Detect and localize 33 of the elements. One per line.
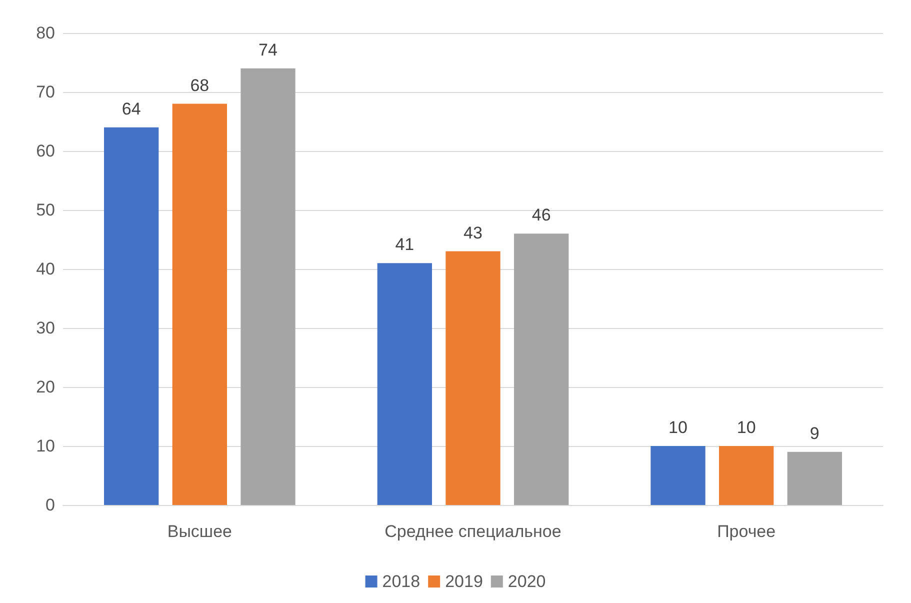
data-label: 68 bbox=[190, 76, 210, 95]
legend-label: 2019 bbox=[445, 572, 483, 591]
y-tick-label: 30 bbox=[36, 318, 55, 338]
bar bbox=[446, 251, 500, 505]
bar bbox=[719, 446, 774, 505]
y-tick-label: 60 bbox=[36, 142, 55, 160]
x-tick-label: Среднее специальное bbox=[384, 522, 562, 541]
x-tick-label: Прочее bbox=[717, 522, 776, 541]
bar bbox=[514, 234, 569, 505]
bar bbox=[787, 452, 842, 505]
data-label: 46 bbox=[532, 206, 551, 225]
data-label: 10 bbox=[668, 418, 688, 437]
x-tick-label: Высшее bbox=[167, 522, 232, 541]
bar bbox=[104, 127, 159, 505]
y-tick-label: 20 bbox=[36, 378, 55, 396]
y-tick-label: 40 bbox=[36, 260, 55, 278]
y-tick-label: 70 bbox=[36, 82, 55, 102]
y-tick-label: 50 bbox=[36, 200, 55, 220]
data-label: 74 bbox=[258, 40, 278, 60]
y-tick-label: 80 bbox=[36, 24, 55, 42]
data-label: 10 bbox=[736, 418, 756, 437]
bar bbox=[240, 68, 296, 505]
data-label: 41 bbox=[395, 235, 414, 254]
bar bbox=[650, 446, 706, 505]
y-tick-label: 0 bbox=[46, 496, 55, 514]
data-label: 43 bbox=[464, 223, 482, 242]
data-label: 9 bbox=[810, 424, 820, 443]
data-label: 64 bbox=[122, 99, 141, 118]
legend-label: 2020 bbox=[508, 572, 546, 591]
y-tick-label: 10 bbox=[36, 436, 55, 456]
bar bbox=[377, 263, 432, 505]
legend-label: 2018 bbox=[382, 572, 420, 591]
bar bbox=[172, 104, 227, 505]
